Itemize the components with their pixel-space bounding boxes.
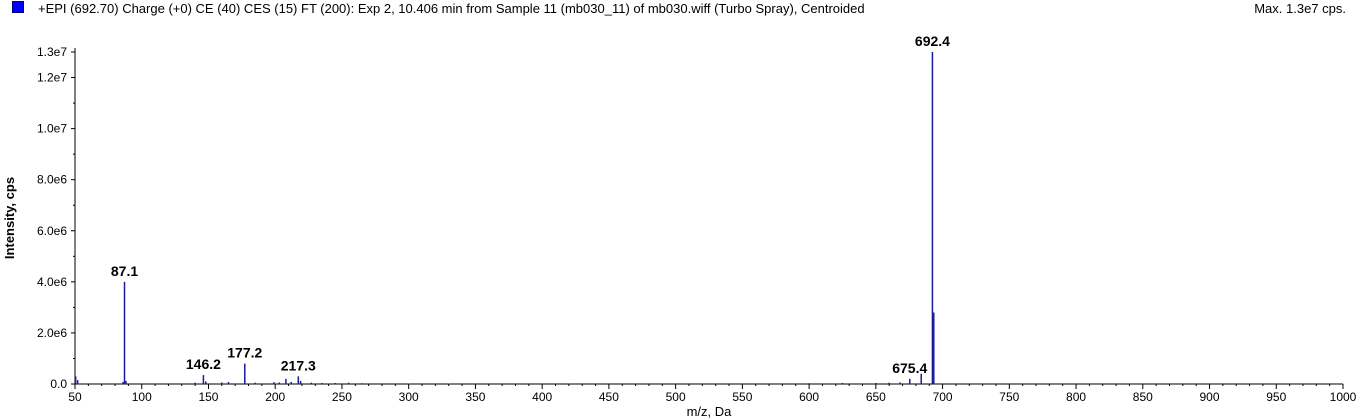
y-tick-label: 1.3e7	[37, 45, 67, 59]
x-tick-label: 550	[732, 390, 752, 404]
x-tick-label: 900	[1200, 390, 1220, 404]
x-tick-label: 250	[332, 390, 352, 404]
legend-swatch[interactable]	[12, 1, 24, 13]
x-tick-label: 600	[799, 390, 819, 404]
peak-label: 692.4	[915, 33, 950, 49]
x-tick-label: 150	[198, 390, 218, 404]
peak-label: 217.3	[281, 357, 316, 373]
x-tick-label: 200	[265, 390, 285, 404]
x-axis-ticks: 50 100 150 200 250 300 350 400 450 500 550 600 650 70…	[68, 384, 1357, 404]
peak-label: 177.2	[227, 345, 262, 361]
x-tick-label: 500	[666, 390, 686, 404]
y-tick-label: 1.0e7	[37, 122, 67, 136]
y-tick-label: 2.0e6	[37, 326, 67, 340]
spectrum-header: +EPI (692.70) Charge (+0) CE (40) CES (1…	[0, 0, 1360, 20]
x-tick-label: 50	[68, 390, 82, 404]
x-tick-label: 650	[866, 390, 886, 404]
peak-label: 675.4	[892, 360, 927, 376]
x-tick-label: 950	[1266, 390, 1286, 404]
spectrum-peaks	[74, 52, 935, 384]
x-tick-label: 800	[1066, 390, 1086, 404]
y-axis-ticks: 0.0 2.0e6 4.0e6 6.0e6 8.0e6 1.0e7 1.2e7 1.3e7	[37, 45, 75, 391]
x-tick-label: 300	[399, 390, 419, 404]
peak-label: 87.1	[111, 263, 138, 279]
spectrum-title: +EPI (692.70) Charge (+0) CE (40) CES (1…	[38, 1, 865, 16]
y-axis-title: Intensity, cps	[2, 177, 17, 259]
peak-label: 146.2	[186, 356, 221, 372]
y-tick-label: 8.0e6	[37, 173, 67, 187]
x-tick-label: 750	[999, 390, 1019, 404]
x-axis-title: m/z, Da	[687, 404, 733, 419]
y-tick-label: 0.0	[50, 377, 67, 391]
x-tick-label: 850	[1133, 390, 1153, 404]
x-tick-label: 400	[532, 390, 552, 404]
y-tick-label: 4.0e6	[37, 275, 67, 289]
x-tick-label: 700	[933, 390, 953, 404]
y-tick-label: 6.0e6	[37, 224, 67, 238]
y-tick-label: 1.2e7	[37, 71, 67, 85]
x-tick-label: 350	[465, 390, 485, 404]
x-tick-label: 100	[132, 390, 152, 404]
x-tick-label: 450	[599, 390, 619, 404]
peak-labels: 87.1 146.2 177.2 217.3 675.4 692.4	[111, 33, 950, 376]
x-tick-label: 1000	[1330, 390, 1357, 404]
max-intensity-label: Max. 1.3e7 cps.	[1254, 1, 1346, 16]
